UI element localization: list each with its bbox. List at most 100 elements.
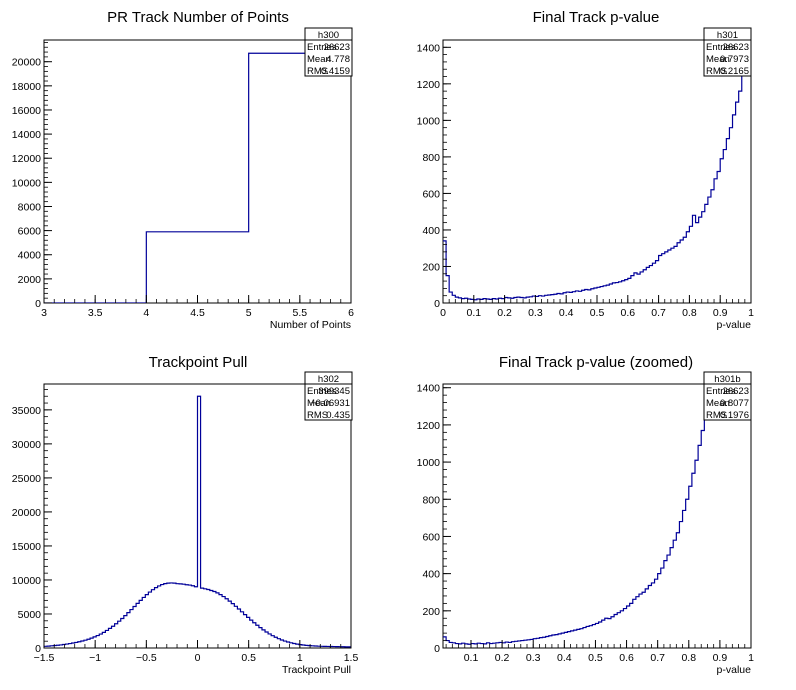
stats-box-frame [304, 27, 353, 77]
x-tick-label: 0.6 [619, 652, 634, 664]
stats-row-label: Entries [307, 386, 337, 397]
x-tick-label: 3 [41, 307, 47, 319]
y-tick-label: 0 [35, 643, 41, 655]
y-tick-label: 1000 [417, 457, 441, 469]
x-tick-label: 0.5 [590, 307, 605, 319]
y-tick-label: 1000 [417, 115, 441, 127]
x-tick-label: 0.3 [526, 652, 541, 664]
x-tick-label: −1.5 [34, 652, 55, 664]
y-tick-label: 1200 [417, 420, 441, 432]
y-tick-label: 200 [422, 261, 440, 273]
y-tick-label: 600 [422, 531, 440, 543]
plot-frame [442, 383, 752, 649]
y-tick-label: 800 [422, 494, 440, 506]
x-tick-label: 0.4 [557, 652, 572, 664]
x-tick-label: 4 [143, 307, 149, 319]
x-tick-label: 0.8 [681, 652, 696, 664]
x-tick-label: 0.2 [495, 652, 510, 664]
x-tick-label: −1 [89, 652, 101, 664]
chart-title: Final Track p-value (zoomed) [499, 354, 693, 371]
stats-box-frame [703, 27, 752, 77]
stats-row-value: 26623 [723, 42, 749, 53]
y-tick-label: 0 [35, 298, 41, 310]
chart-panel-4: Final Track p-value (zoomed) 0.1 0.2 0.3 0.4… [417, 354, 754, 676]
chart-title: Trackpoint Pull [149, 354, 248, 371]
x-tick-label: 0.6 [620, 307, 635, 319]
x-tick-label: 0.9 [713, 307, 728, 319]
y-tick-label: 8000 [18, 201, 42, 213]
x-axis-title: Trackpoint Pull [282, 664, 351, 676]
y-tick-label: 25000 [12, 473, 41, 485]
x-tick-label: 0.9 [713, 652, 728, 664]
x-tick-label: 1 [748, 307, 754, 319]
histogram-series [443, 40, 751, 301]
stats-box-name: h302 [318, 374, 339, 385]
x-tick-label: 1 [297, 652, 303, 664]
stats-box-name: h300 [318, 30, 339, 41]
x-tick-label: 1 [748, 652, 754, 664]
stats-row-value: 26623 [324, 42, 350, 53]
x-tick-label: 3.5 [88, 307, 103, 319]
stats-box-frame [703, 371, 752, 421]
chart-panel-1: PR Track Number of Points 3 3.5 4 4.5 5 5.5 6Nu… [12, 9, 354, 331]
stats-row-value: 0.2165 [720, 66, 749, 77]
x-tick-label: 5 [246, 307, 252, 319]
x-tick-label: 5.5 [293, 307, 308, 319]
y-tick-label: 12000 [12, 153, 41, 165]
y-tick-label: 16000 [12, 105, 41, 117]
x-tick-label: −0.5 [136, 652, 157, 664]
plot-frame [442, 39, 752, 304]
stats-row-label: Entries [706, 42, 736, 53]
stats-row-label: RMS [706, 66, 727, 77]
stats-row-label: Mean [706, 54, 730, 65]
stats-row-value: 399345 [318, 386, 350, 397]
x-axis-title: p-value [717, 319, 752, 331]
x-axis-title: Number of Points [270, 319, 351, 331]
x-tick-label: 0.1 [464, 652, 479, 664]
y-tick-label: 600 [422, 188, 440, 200]
y-tick-label: 4000 [18, 250, 42, 262]
stats-row-label: RMS [706, 410, 727, 421]
y-tick-label: 14000 [12, 129, 41, 141]
stats-row-label: Entries [307, 42, 337, 53]
histogram-series [44, 395, 351, 648]
y-tick-label: 400 [422, 225, 440, 237]
y-tick-label: 30000 [12, 439, 41, 451]
x-axis-title: p-value [717, 664, 752, 676]
y-tick-label: 10000 [12, 575, 41, 587]
x-tick-label: 0.5 [588, 652, 603, 664]
y-tick-label: 0 [434, 298, 440, 310]
chart-title: PR Track Number of Points [107, 9, 289, 26]
x-tick-label: 1.5 [344, 652, 359, 664]
x-tick-label: 0 [440, 307, 446, 319]
y-tick-label: 20000 [12, 57, 41, 69]
histogram-series [443, 384, 720, 645]
x-tick-label: 0.7 [651, 307, 666, 319]
y-tick-label: 20000 [12, 507, 41, 519]
y-tick-label: 800 [422, 152, 440, 164]
x-tick-label: 0.2 [497, 307, 512, 319]
y-tick-label: 35000 [12, 405, 41, 417]
chart-title: Final Track p-value [533, 9, 660, 26]
y-tick-label: 6000 [18, 226, 42, 238]
y-tick-label: 5000 [18, 609, 42, 621]
stats-row-label: Mean [307, 398, 331, 409]
y-tick-label: 200 [422, 606, 440, 618]
chart-panel-2: Final Track p-value 0 0.1 0.2 0.3 0.4 0.5 0.6 0.… [417, 9, 754, 331]
stats-row-label: RMS [307, 410, 328, 421]
stats-box-name: h301 [717, 30, 738, 41]
y-tick-label: 1200 [417, 79, 441, 91]
plot-frame [43, 39, 352, 304]
stats-row-value: 26623 [723, 386, 749, 397]
y-tick-label: 1400 [417, 383, 441, 395]
stats-row-value: 0.1976 [720, 410, 749, 421]
histogram-series [44, 52, 351, 303]
stats-row-value: 4.778 [326, 54, 350, 65]
stats-row-value: 0.8077 [720, 398, 749, 409]
stats-row-value: 0.435 [326, 410, 350, 421]
